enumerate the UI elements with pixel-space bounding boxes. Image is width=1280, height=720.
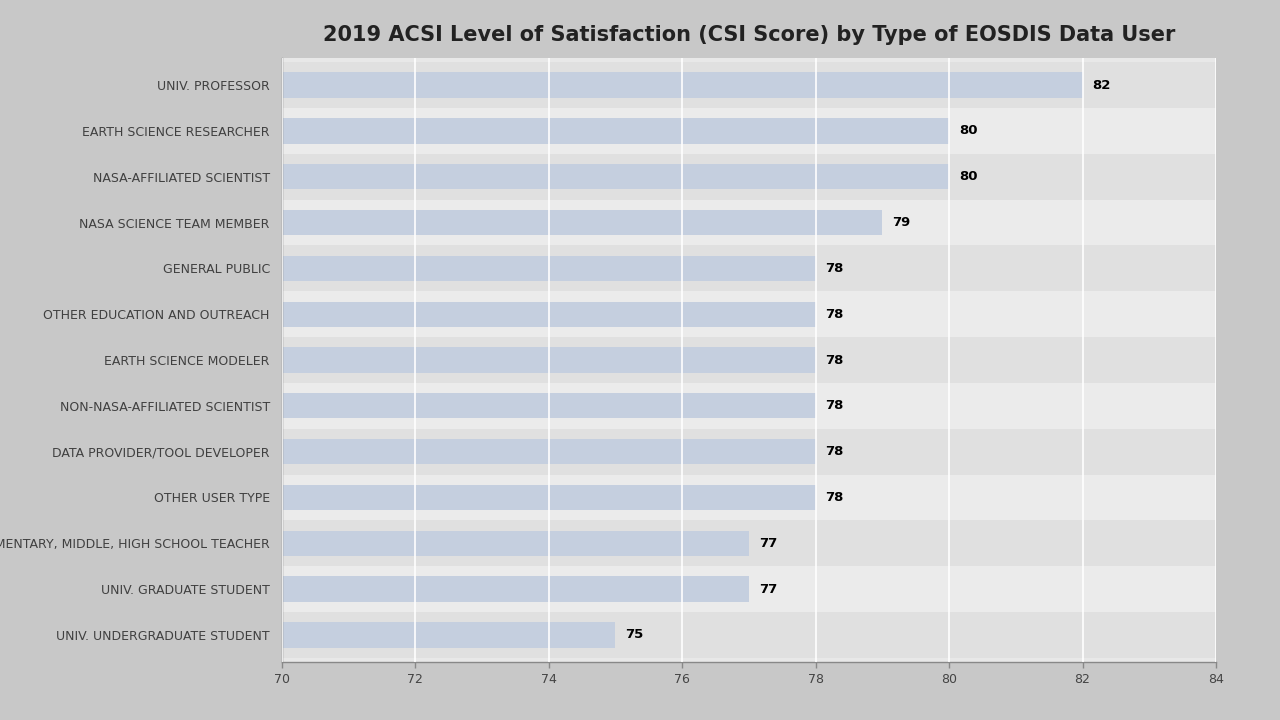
Text: 77: 77 (759, 537, 777, 550)
Bar (282, 292, 1216, 337)
Text: 82: 82 (1093, 78, 1111, 91)
Bar (282, 256, 815, 281)
Bar (282, 383, 1216, 428)
Bar (282, 118, 948, 143)
Text: 78: 78 (826, 307, 844, 320)
Text: 78: 78 (826, 354, 844, 366)
Title: 2019 ACSI Level of Satisfaction (CSI Score) by Type of EOSDIS Data User: 2019 ACSI Level of Satisfaction (CSI Sco… (323, 25, 1175, 45)
Text: 80: 80 (959, 170, 978, 183)
Text: 78: 78 (826, 400, 844, 413)
Bar (282, 164, 948, 189)
Bar (282, 577, 749, 602)
Bar (282, 199, 1216, 246)
Bar (282, 62, 1216, 108)
Bar (282, 337, 1216, 383)
Bar (282, 531, 749, 556)
Text: 77: 77 (759, 582, 777, 595)
Text: 79: 79 (892, 216, 910, 229)
Bar (282, 566, 1216, 612)
Text: 78: 78 (826, 445, 844, 458)
Text: 80: 80 (959, 125, 978, 138)
Bar (282, 246, 1216, 292)
Bar (282, 439, 815, 464)
Bar (282, 521, 1216, 566)
Bar (282, 154, 1216, 199)
Text: 78: 78 (826, 491, 844, 504)
Bar (282, 485, 815, 510)
Bar (282, 348, 815, 373)
Bar (282, 73, 1083, 98)
Bar (282, 393, 815, 418)
Text: 78: 78 (826, 262, 844, 275)
Bar (282, 622, 616, 647)
Bar (282, 474, 1216, 521)
Bar (282, 302, 815, 327)
Bar (282, 210, 882, 235)
Bar (282, 612, 1216, 658)
Text: 75: 75 (626, 629, 644, 642)
Bar (282, 428, 1216, 474)
Bar (282, 108, 1216, 154)
